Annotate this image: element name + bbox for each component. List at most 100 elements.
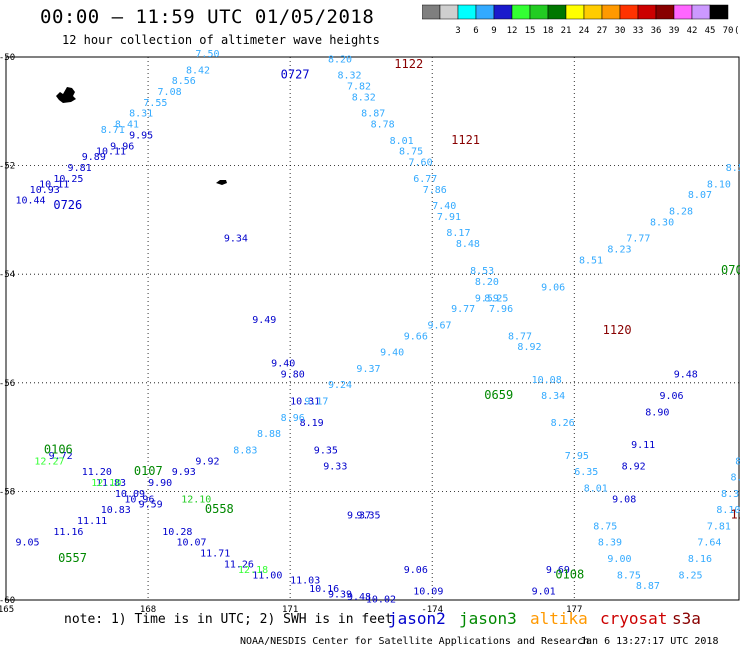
swh-point-jason3: 8.31 bbox=[129, 109, 153, 120]
swh-point-track: 11.16 bbox=[53, 527, 83, 538]
swh-point-track: 8.30 bbox=[650, 217, 674, 228]
generated-timestamp: Jan 6 13:27:17 UTC 2018 bbox=[580, 636, 719, 647]
swh-point-jason2: 10.25 bbox=[53, 174, 83, 185]
pass-time-label: 1122 bbox=[394, 57, 423, 71]
swh-point-jason2: 11.03 bbox=[290, 576, 320, 587]
swh-point-jason3: 7.08 bbox=[158, 87, 182, 98]
swh-point-jason2: 8.90 bbox=[645, 407, 669, 418]
swh-point-jason2: 11.20 bbox=[82, 467, 112, 478]
swh-point-jason2: 10.02 bbox=[366, 595, 396, 606]
chart-title: 00:00 – 11:59 UTC 01/05/2018 bbox=[40, 6, 375, 28]
swh-point-jason3: 7.86 bbox=[423, 185, 447, 196]
swh-point-jason2: 10.93 bbox=[30, 185, 60, 196]
swh-point-jason2: 10.28 bbox=[162, 527, 192, 538]
legend-label: 45 bbox=[705, 26, 716, 36]
legend-label: 30 bbox=[615, 26, 626, 36]
swh-point-jason2: 9.06 bbox=[659, 391, 683, 402]
pass-time-label: 1119 bbox=[731, 508, 740, 522]
swh-point-track: 9.66 bbox=[404, 331, 428, 342]
swh-point-jason3: 8.48 bbox=[456, 239, 480, 250]
swh-point-jason3: 6.77 bbox=[413, 174, 437, 185]
pass-time-label: 0700 bbox=[721, 263, 740, 277]
swh-point-jason2: 11.00 bbox=[252, 570, 282, 581]
legend-label: 21 bbox=[561, 26, 572, 36]
swh-point-jason3: 8.75 bbox=[399, 147, 423, 158]
swh-point-jason2: 9.48 bbox=[674, 369, 698, 380]
legend-label: 6 bbox=[473, 26, 478, 36]
swh-point-jason2: 10.09 bbox=[115, 489, 145, 500]
swh-point-jason3: 8.26 bbox=[551, 418, 575, 429]
satellite-legend-3: cryosat bbox=[600, 609, 668, 628]
swh-point-jason3: 8.56 bbox=[172, 76, 196, 87]
swh-point-track: 12.18 bbox=[238, 565, 268, 576]
plot-frame bbox=[5, 56, 740, 601]
swh-point-track: 9.93 bbox=[172, 467, 196, 478]
swh-point-jason3: 8.17 bbox=[446, 228, 470, 239]
x-tick-label: 168 bbox=[140, 605, 156, 615]
swh-point-jason3: 8.75 bbox=[593, 521, 617, 532]
swh-point-jason3: 8.32 bbox=[337, 71, 361, 82]
swh-point-jason3: 7.81 bbox=[707, 521, 731, 532]
swh-point-track: 9.59 bbox=[475, 293, 499, 304]
satellite-legend-2: altika bbox=[530, 609, 588, 628]
swh-point-jason3: 8.20 bbox=[328, 54, 352, 65]
legend-label: 9 bbox=[491, 26, 496, 36]
swh-point-jason3: 8.78 bbox=[371, 120, 395, 131]
swh-point-jason2: 8.92 bbox=[622, 462, 646, 473]
y-tick-label: -54 bbox=[0, 270, 15, 280]
swh-point-track: 8.51 bbox=[579, 255, 603, 266]
swh-point-jason3: 8.77 bbox=[508, 331, 532, 342]
pass-time-label: 0726 bbox=[53, 198, 82, 212]
pass-time-label: 1121 bbox=[451, 133, 480, 147]
swh-point-jason3: 8.87 bbox=[636, 581, 660, 592]
swh-point-jason3: 7.55 bbox=[143, 98, 167, 109]
swh-point-track: 12.10 bbox=[181, 494, 211, 505]
swh-point-track: 9.40 bbox=[380, 348, 404, 359]
legend-label: 18 bbox=[543, 26, 554, 36]
y-tick-label: -60 bbox=[0, 596, 15, 606]
pass-time-label: 0659 bbox=[484, 388, 513, 402]
swh-point-track: 9.37 bbox=[356, 364, 380, 375]
swh-point-jason3: 7.95 bbox=[565, 451, 589, 462]
swh-point-jason2: 11.71 bbox=[200, 549, 230, 560]
legend-label: 42 bbox=[687, 26, 698, 36]
swh-point-jason2: 9.34 bbox=[224, 234, 248, 245]
legend-unit: (ft) bbox=[734, 26, 740, 36]
island-shape bbox=[56, 87, 76, 103]
swh-point-jason2: 9.40 bbox=[271, 359, 295, 370]
y-tick-label: -50 bbox=[0, 53, 15, 63]
swh-point-track: 8.88 bbox=[257, 429, 281, 440]
swh-point-jason2: 10.16 bbox=[309, 584, 339, 595]
swh-point-jason2: 10.09 bbox=[413, 587, 443, 598]
swh-point-jason3: 8.92 bbox=[517, 342, 541, 353]
swh-point-jason3: 7.60 bbox=[409, 158, 433, 169]
footer-note: note: 1) Time is in UTC; 2) SWH is in fe… bbox=[64, 612, 393, 627]
swh-point-jason2: 10.31 bbox=[290, 397, 320, 408]
swh-point-jason3: 8.53 bbox=[470, 266, 494, 277]
swh-point-track: 8.23 bbox=[607, 244, 631, 255]
swh-point-jason2: 9.05 bbox=[15, 538, 39, 549]
x-tick-label: 171 bbox=[282, 605, 298, 615]
swh-point-jason2: 9.06 bbox=[404, 565, 428, 576]
swh-point-jason2: 9.11 bbox=[631, 440, 655, 451]
island-shape bbox=[216, 180, 227, 185]
y-tick-label: -56 bbox=[0, 379, 15, 389]
pass-time-label: 0727 bbox=[281, 68, 310, 82]
legend-label: 3 bbox=[455, 26, 460, 36]
swh-point-jason2: 9.08 bbox=[612, 494, 636, 505]
swh-point-jason2: 9.37 bbox=[347, 511, 371, 522]
y-tick-label: -52 bbox=[0, 162, 15, 172]
legend-label: 70 bbox=[723, 26, 734, 36]
swh-point-track: 7.77 bbox=[626, 234, 650, 245]
swh-point-jason2: 10.44 bbox=[15, 196, 45, 207]
swh-point-jason3: 7.82 bbox=[347, 82, 371, 93]
swh-point-jason3: 8.37 bbox=[721, 489, 740, 500]
swh-point-jason2: 10.07 bbox=[176, 538, 206, 549]
swh-point-track: 9.92 bbox=[195, 456, 219, 467]
swh-point-track: 8.83 bbox=[233, 445, 257, 456]
satellite-legend-0: jason2 bbox=[388, 609, 446, 628]
swh-point-jason3: 8.87 bbox=[361, 109, 385, 120]
x-tick-label: -174 bbox=[421, 605, 443, 615]
satellite-legend-4: s3a bbox=[672, 609, 701, 628]
